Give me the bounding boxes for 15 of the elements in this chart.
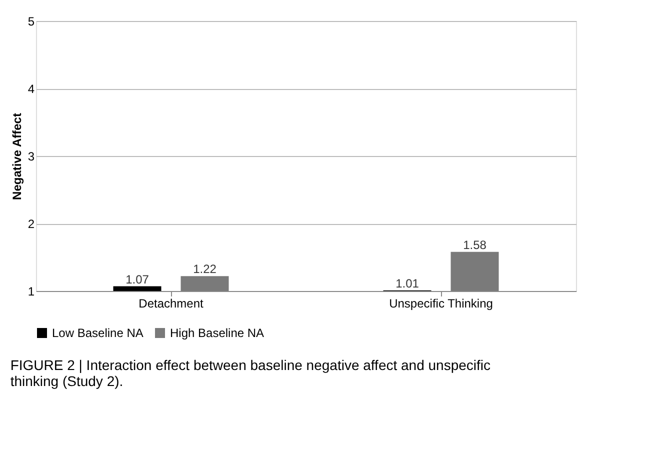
legend-label: Low Baseline NA [52,326,144,340]
y-tick-label: 2 [28,217,35,231]
y-tick-label: 1 [28,284,35,298]
x-tick-label: Unspecific Thinking [389,296,493,310]
data-label: 1.07 [126,272,150,286]
caption: FIGURE 2 | Interaction effect between baseline negative affect and unspecific thinking (Study 2). [10,357,491,389]
y-axis-title: Negative Affect [10,113,24,200]
x-tick-label: Detachment [138,296,204,310]
data-label: 1.01 [396,276,420,290]
y-tick-label: 3 [28,150,35,164]
y-tick-label: 5 [28,14,35,28]
y-tick-label: 4 [28,82,35,96]
data-label: 1.58 [463,238,487,252]
legend-label: High Baseline NA [170,326,264,340]
data-label: 1.22 [193,262,217,276]
